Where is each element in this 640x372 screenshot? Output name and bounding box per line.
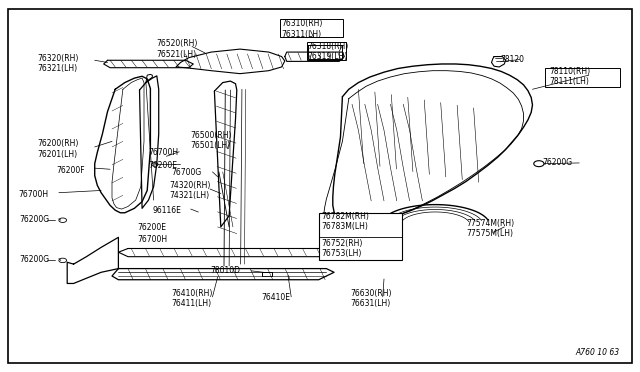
Text: 78120: 78120 xyxy=(500,55,525,64)
Text: 76200G: 76200G xyxy=(19,215,49,224)
Text: A760 10 63: A760 10 63 xyxy=(575,348,620,357)
Text: 77574M(RH)
77575M(LH): 77574M(RH) 77575M(LH) xyxy=(466,219,514,238)
Text: 76200G: 76200G xyxy=(543,158,573,167)
Bar xyxy=(307,42,346,60)
Text: 76200G: 76200G xyxy=(19,255,49,264)
Text: 78110(RH)
78111(LH): 78110(RH) 78111(LH) xyxy=(549,67,590,86)
Text: 76520(RH)
76521(LH): 76520(RH) 76521(LH) xyxy=(157,39,198,59)
Text: 76200E: 76200E xyxy=(148,161,177,170)
Text: 76410E: 76410E xyxy=(261,293,290,302)
Bar xyxy=(280,19,343,37)
Text: 76200F: 76200F xyxy=(56,166,85,175)
Bar xyxy=(319,213,402,260)
Text: 76310(RH)
76311(LH): 76310(RH) 76311(LH) xyxy=(282,19,323,39)
Text: 76700H: 76700H xyxy=(138,235,168,244)
Text: 96116E: 96116E xyxy=(152,206,181,215)
Text: 76318(RH)
76319(LH): 76318(RH) 76319(LH) xyxy=(307,42,348,61)
Text: 76752(RH)
76753(LH): 76752(RH) 76753(LH) xyxy=(321,239,363,258)
Text: 76320(RH)
76321(LH): 76320(RH) 76321(LH) xyxy=(37,54,79,73)
Text: 76500(RH)
76501(LH): 76500(RH) 76501(LH) xyxy=(191,131,232,150)
Text: 74320(RH)
74321(LH): 74320(RH) 74321(LH) xyxy=(170,181,211,200)
Text: 76700G: 76700G xyxy=(172,169,202,177)
Text: 76410(RH)
76411(LH): 76410(RH) 76411(LH) xyxy=(172,289,213,308)
Text: 76700H: 76700H xyxy=(18,190,48,199)
Text: 76200(RH)
76201(LH): 76200(RH) 76201(LH) xyxy=(37,139,79,158)
Text: 76782M(RH)
76783M(LH): 76782M(RH) 76783M(LH) xyxy=(321,212,369,231)
Text: 78010D: 78010D xyxy=(210,266,240,275)
Text: 76200E: 76200E xyxy=(138,223,166,232)
Text: 76630(RH)
76631(LH): 76630(RH) 76631(LH) xyxy=(351,289,392,308)
Text: 76700H: 76700H xyxy=(148,148,179,157)
